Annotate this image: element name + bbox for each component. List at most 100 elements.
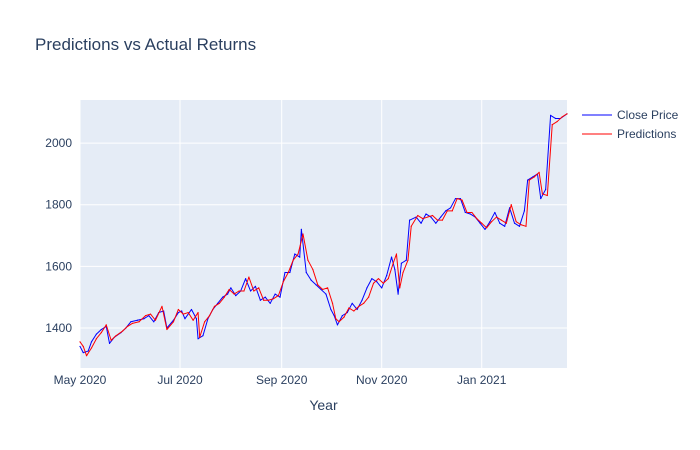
data-point [417, 214, 419, 217]
data-point [431, 214, 434, 217]
data-point [87, 350, 89, 352]
x-tick-label: Nov 2020 [356, 373, 408, 387]
legend[interactable]: Close Price Predictions [582, 108, 679, 141]
data-point [322, 288, 324, 291]
data-point [235, 295, 237, 297]
data-point [541, 193, 544, 195]
data-point [317, 284, 319, 286]
data-point [267, 299, 270, 301]
data-point [274, 293, 276, 295]
x-tick-label: Sep 2020 [256, 373, 308, 387]
data-point [279, 296, 281, 298]
data-point [213, 305, 216, 307]
x-tick-label: May 2020 [54, 373, 107, 387]
data-point [292, 259, 294, 261]
data-point [545, 188, 547, 190]
data-point [264, 296, 266, 298]
data-point [395, 253, 398, 255]
data-point [307, 259, 309, 261]
data-point [427, 216, 429, 218]
data-point [197, 311, 199, 314]
data-point [402, 271, 404, 274]
data-point [518, 225, 521, 227]
data-point [254, 285, 257, 287]
data-point [263, 299, 265, 301]
data-point [333, 315, 335, 317]
y-tick-label: 2000 [45, 136, 72, 150]
data-point [149, 313, 152, 315]
chart-title: Predictions vs Actual Returns [35, 35, 256, 54]
data-point [310, 279, 312, 281]
data-point [282, 281, 284, 283]
data-point [471, 211, 473, 214]
data-point [172, 321, 175, 323]
data-point [422, 218, 424, 220]
data-point [277, 295, 280, 297]
data-point [479, 222, 481, 224]
data-point [289, 271, 291, 274]
data-point [218, 302, 220, 304]
data-point [305, 271, 307, 274]
data-point [90, 341, 93, 343]
data-point [469, 213, 471, 215]
data-point [153, 321, 155, 323]
plot-area [80, 100, 567, 368]
x-tick-label: Jul 2020 [157, 373, 203, 387]
data-point [556, 120, 558, 123]
data-point [233, 293, 235, 295]
legend-item-close-price[interactable]: Close Price [582, 108, 679, 122]
data-point [195, 318, 198, 320]
data-point [148, 315, 150, 317]
data-point [202, 335, 204, 337]
data-point [312, 268, 314, 271]
data-point [397, 293, 399, 295]
data-point [144, 315, 147, 317]
data-point [436, 219, 439, 221]
axis-ticks: May 2020 Jul 2020 Sep 2020 Nov 2020 Jan 2021… [45, 136, 506, 387]
legend-item-predictions[interactable]: Predictions [582, 127, 676, 141]
data-point [461, 199, 463, 201]
data-point [330, 308, 332, 311]
data-point [230, 287, 232, 289]
data-point [515, 221, 517, 223]
data-point [338, 321, 340, 323]
data-point [300, 228, 302, 230]
data-point [382, 282, 384, 284]
legend-label: Close Price [617, 108, 679, 122]
data-point [122, 330, 124, 332]
data-point [399, 287, 401, 289]
data-point [367, 296, 370, 298]
data-point [226, 293, 229, 295]
series-lines [79, 113, 568, 357]
data-point [223, 296, 225, 298]
data-point [392, 262, 394, 264]
data-point [494, 211, 496, 214]
data-point [495, 216, 498, 218]
data-point [363, 302, 365, 304]
data-point [341, 315, 343, 317]
data-point [177, 308, 179, 311]
data-point [407, 259, 409, 261]
data-point [143, 318, 145, 320]
data-point [187, 311, 189, 314]
data-point [449, 207, 452, 209]
data-point [315, 284, 317, 286]
data-point [371, 278, 373, 280]
data-point [297, 253, 299, 255]
data-point [420, 222, 422, 224]
data-point [161, 305, 163, 307]
data-point [356, 308, 358, 311]
data-point [464, 211, 466, 214]
data-point [561, 116, 563, 118]
data-point [105, 324, 107, 326]
data-point [95, 338, 97, 340]
predictions-line [79, 113, 568, 357]
data-point [348, 307, 350, 309]
data-point [182, 313, 184, 315]
data-point [197, 338, 199, 340]
data-point [335, 318, 337, 320]
data-point [441, 219, 443, 221]
data-point [366, 287, 368, 289]
